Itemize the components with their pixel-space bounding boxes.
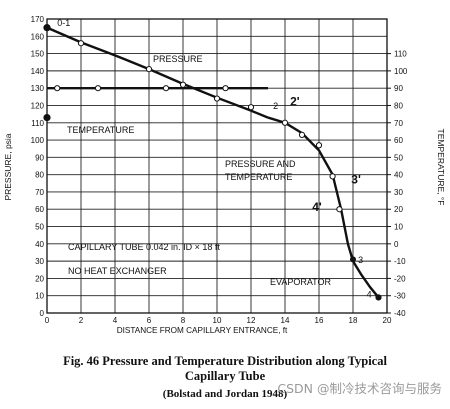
- x-tick-label: 8: [181, 316, 186, 325]
- axis-ticks: 0 2 4 6 8 10 12 14 16 18 2001020304050607080901001…: [31, 15, 408, 325]
- y-right-tick-label: 50: [394, 153, 403, 162]
- y-right-tick-label: -20: [394, 274, 406, 283]
- figure-caption: Fig. 46 Pressure and Temperature Distrib…: [63, 354, 387, 368]
- y-right-tick-label: 30: [394, 188, 403, 197]
- x-axis-label: DISTANCE FROM CAPILLARY ENTRANCE, ft: [117, 326, 288, 335]
- y-left-tick-label: 10: [35, 292, 44, 301]
- pressure-curve-label: PRESSURE: [153, 54, 203, 64]
- pressure-and-temperature-label-2: TEMPERATURE: [225, 172, 292, 182]
- y-left-tick-label: 100: [31, 136, 45, 145]
- x-tick-label: 2: [79, 316, 84, 325]
- y-right-tick-label: 110: [394, 50, 407, 59]
- x-tick-label: 4: [113, 316, 118, 325]
- y-left-tick-label: 70: [35, 188, 44, 197]
- y-right-axis-label: TEMPERATURE, °F: [436, 129, 446, 206]
- chart-markers: [43, 24, 382, 301]
- chart-curves: [46, 26, 380, 299]
- data-point: [94, 85, 102, 92]
- y-right-tick-label: 10: [394, 223, 403, 232]
- y-left-tick-label: 150: [31, 50, 45, 59]
- y-left-tick-label: 80: [35, 171, 44, 180]
- state-annotation: 0-1: [57, 18, 70, 28]
- x-tick-label: 10: [213, 316, 222, 325]
- y-left-tick-label: 20: [35, 274, 44, 283]
- y-right-tick-label: 100: [394, 67, 408, 76]
- watermark: CSDN @制冷技术咨询与服务: [277, 381, 442, 396]
- capillary-tube-label: CAPILLARY TUBE 0.042 in. ID × 18 ft: [68, 242, 220, 252]
- y-left-tick-label: 110: [31, 119, 44, 128]
- data-point: [329, 173, 336, 180]
- state-annotation: 2: [273, 101, 278, 111]
- y-right-tick-label: 20: [394, 205, 403, 214]
- y-right-tick-label: 40: [394, 171, 403, 180]
- y-left-axis-label: PRESSURE, psia: [3, 133, 13, 200]
- data-point: [213, 95, 221, 102]
- y-right-tick-label: -10: [394, 257, 406, 266]
- y-left-tick-label: 90: [35, 153, 44, 162]
- y-right-tick-label: -40: [394, 309, 406, 318]
- chart-annotations: 0-1 2 2' 3 3' 4 4': [57, 18, 371, 300]
- state-point-4: [375, 294, 382, 301]
- state-annotation: 3: [358, 255, 363, 265]
- y-right-tick-label: 60: [394, 136, 403, 145]
- x-tick-label: 6: [147, 316, 152, 325]
- plot-frame: [46, 18, 388, 314]
- y-left-tick-label: 170: [31, 15, 45, 24]
- y-right-tick-label: -30: [394, 292, 406, 301]
- state-point-0-1: [43, 24, 51, 32]
- state-annotation: 4: [367, 289, 372, 299]
- data-point: [281, 119, 289, 126]
- state-point-temp-start: [43, 113, 51, 122]
- data-point: [336, 206, 343, 213]
- state-annotation: 2': [290, 94, 300, 108]
- data-point: [54, 85, 61, 92]
- y-right-tick-label: 70: [394, 119, 403, 128]
- y-left-tick-label: 140: [31, 67, 45, 76]
- x-tick-label: 20: [383, 316, 392, 325]
- temperature-line-label: TEMPERATURE: [67, 125, 134, 135]
- y-left-tick-label: 120: [31, 101, 45, 110]
- y-left-tick-label: 60: [35, 205, 44, 214]
- y-right-tick-label: 0: [394, 240, 399, 249]
- data-point: [162, 85, 170, 92]
- data-point: [145, 66, 153, 73]
- x-tick-label: 0: [45, 316, 50, 325]
- series-line-1: [46, 26, 269, 119]
- y-left-tick-label: 30: [35, 257, 44, 266]
- data-point: [298, 131, 306, 138]
- x-tick-label: 12: [247, 316, 256, 325]
- y-right-tick-label: 90: [394, 84, 403, 93]
- data-point: [247, 104, 255, 111]
- evaporator-label: EVAPORATOR: [270, 277, 332, 287]
- data-point: [179, 81, 187, 88]
- y-left-tick-label: 160: [31, 32, 45, 41]
- y-left-tick-label: 50: [35, 223, 44, 232]
- x-tick-label: 18: [349, 316, 358, 325]
- y-left-tick-label: 0: [40, 309, 45, 318]
- data-point: [315, 142, 323, 149]
- y-right-tick-label: 80: [394, 101, 403, 110]
- x-tick-label: 16: [315, 316, 324, 325]
- figure-citation: (Bolstad and Jordan 1948): [162, 388, 288, 400]
- pressure-and-temperature-label-1: PRESSURE AND: [225, 159, 296, 169]
- figure-caption-continued: Capillary Tube: [184, 369, 266, 383]
- data-point: [77, 40, 85, 47]
- state-annotation: 3': [351, 172, 361, 186]
- state-point-3: [350, 256, 356, 263]
- pressure-temperature-chart: 0 2 4 6 8 10 12 14 16 18 2001020304050607080901001…: [3, 15, 446, 335]
- data-point: [222, 85, 229, 92]
- state-annotation: 4': [312, 200, 322, 214]
- y-left-tick-label: 40: [35, 240, 44, 249]
- no-heat-exchanger-label: NO HEAT EXCHANGER: [68, 266, 167, 276]
- y-left-tick-label: 130: [31, 84, 45, 93]
- x-tick-label: 14: [281, 316, 290, 325]
